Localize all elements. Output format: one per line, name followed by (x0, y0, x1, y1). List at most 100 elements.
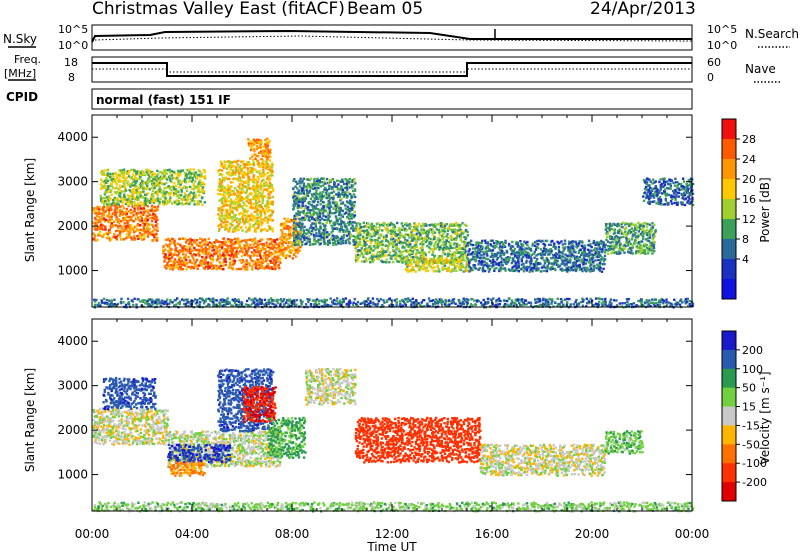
data-cell (393, 244, 396, 247)
data-cell (108, 231, 111, 234)
data-cell (417, 235, 420, 238)
data-cell (296, 239, 299, 243)
data-cell (351, 206, 354, 209)
data-cell (379, 251, 382, 254)
data-cell (597, 258, 600, 262)
data-cell (300, 210, 303, 214)
data-cell (511, 245, 515, 248)
data-cell (478, 267, 481, 270)
data-cell (169, 259, 172, 262)
data-cell (428, 262, 431, 265)
data-cell (436, 257, 439, 260)
data-cell (189, 251, 192, 255)
data-cell (193, 259, 196, 262)
data-cell (588, 251, 591, 254)
data-cell (418, 222, 421, 226)
data-cell (517, 254, 521, 257)
data-cell (284, 256, 287, 260)
data-cell (181, 237, 185, 240)
data-cell (603, 258, 607, 261)
data-cell (601, 245, 605, 248)
data-cell (103, 169, 106, 172)
data-cell (99, 230, 102, 234)
data-cell (267, 193, 270, 196)
data-cell (316, 200, 320, 204)
data-cell (356, 258, 359, 262)
data-cell (285, 220, 288, 223)
data-cell (261, 208, 265, 211)
data-cell (102, 211, 106, 215)
data-cell (263, 184, 266, 188)
data-cell (201, 243, 204, 246)
data-cell (541, 252, 544, 255)
data-cell (363, 225, 367, 228)
data-cell (342, 220, 345, 224)
data-cell (136, 186, 139, 189)
data-cell (233, 237, 237, 241)
data-cell (122, 180, 125, 183)
data-cell (574, 262, 577, 265)
data-cell (641, 228, 644, 231)
data-cell (104, 218, 108, 222)
data-cell (484, 263, 487, 266)
data-cell (225, 189, 228, 192)
data-cell (298, 200, 301, 204)
data-cell (245, 161, 249, 164)
data-cell (316, 181, 319, 184)
data-cell (180, 259, 184, 263)
data-cell (197, 244, 201, 248)
data-cell (139, 201, 142, 204)
data-cell (318, 215, 322, 218)
data-cell (254, 263, 258, 266)
data-cell (340, 226, 344, 229)
data-cell (199, 244, 202, 247)
data-cell (242, 265, 245, 269)
data-cell (462, 247, 465, 251)
data-cell (397, 236, 401, 240)
data-cell (147, 201, 150, 204)
data-cell (241, 218, 245, 221)
data-cell (187, 265, 191, 269)
data-cell (303, 207, 306, 210)
data-cell (306, 190, 309, 193)
data-cell (230, 200, 234, 203)
data-cell (163, 174, 166, 178)
data-cell (281, 244, 285, 247)
data-cell (164, 243, 168, 246)
data-cell (250, 259, 253, 262)
data-cell (126, 181, 129, 185)
data-cell (203, 238, 207, 241)
data-cell (331, 186, 334, 189)
data-cell (285, 240, 288, 243)
data-cell (343, 186, 347, 190)
data-cell (572, 244, 575, 248)
data-cell (345, 182, 348, 185)
data-cell (317, 183, 320, 186)
data-cell (202, 257, 206, 260)
data-cell (592, 256, 595, 259)
data-cell (169, 185, 173, 189)
data-cell (176, 260, 179, 264)
data-cell (252, 175, 255, 178)
data-cell (368, 251, 372, 254)
data-cell (148, 231, 151, 234)
data-cell (314, 217, 318, 220)
data-cell (641, 251, 644, 254)
data-cell (201, 187, 205, 190)
data-cell (181, 197, 184, 201)
data-cell (548, 250, 551, 253)
data-cell (191, 256, 194, 259)
data-cell (142, 211, 146, 215)
data-cell (195, 196, 198, 199)
data-cell (488, 264, 491, 267)
data-cell (228, 263, 232, 266)
data-cell (116, 191, 119, 194)
data-cell (234, 192, 237, 196)
data-cell (237, 170, 240, 173)
data-cell (401, 259, 405, 262)
data-cell (322, 237, 326, 241)
data-cell (257, 216, 260, 219)
data-cell (116, 176, 120, 180)
data-cell (256, 184, 259, 188)
data-cell (227, 266, 231, 269)
